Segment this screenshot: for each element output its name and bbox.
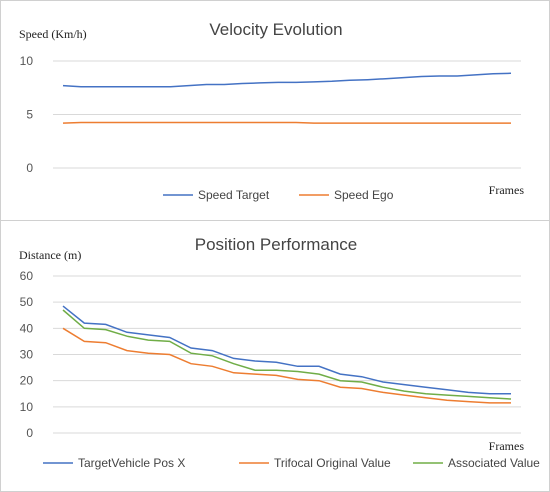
series-line-trifocal-original-value [62,327,511,404]
y-tick-label: 30 [20,348,34,362]
y-tick-label: 60 [20,269,34,283]
y-axis-label: Speed (Km/h) [19,27,87,41]
y-tick-label: 5 [26,108,33,122]
legend-label: TargetVehicle Pos X [78,456,185,470]
chart-title: Velocity Evolution [209,20,342,39]
legend-label: Speed Ego [334,188,394,202]
y-tick-label: 10 [20,400,34,414]
y-tick-label: 0 [26,161,33,175]
series-line-speed-ego [62,121,511,124]
x-axis-label: Frames [489,439,525,453]
series-line-targetvehicle-pos-x [62,305,511,395]
legend-label: Trifocal Original Value [274,456,391,470]
series-line-associated-value [62,309,512,400]
y-tick-label: 10 [20,54,34,68]
position-chart-panel: Position Performance Distance (m) Frames… [1,221,549,491]
y-tick-label: 40 [20,321,34,335]
velocity-chart-panel: Velocity Evolution Speed (Km/h) Frames 0… [1,1,549,221]
y-tick-label: 20 [20,374,34,388]
position-chart: Position Performance Distance (m) Frames… [19,235,540,470]
series-line-speed-target [62,72,512,88]
velocity-chart: Velocity Evolution Speed (Km/h) Frames 0… [19,20,525,202]
x-axis-label: Frames [489,183,525,197]
y-axis-label: Distance (m) [19,248,81,262]
y-tick-label: 0 [26,426,33,440]
chart-title: Position Performance [195,235,358,254]
legend-label: Associated Value [448,456,540,470]
legend-label: Speed Target [198,188,270,202]
y-tick-label: 50 [20,295,34,309]
